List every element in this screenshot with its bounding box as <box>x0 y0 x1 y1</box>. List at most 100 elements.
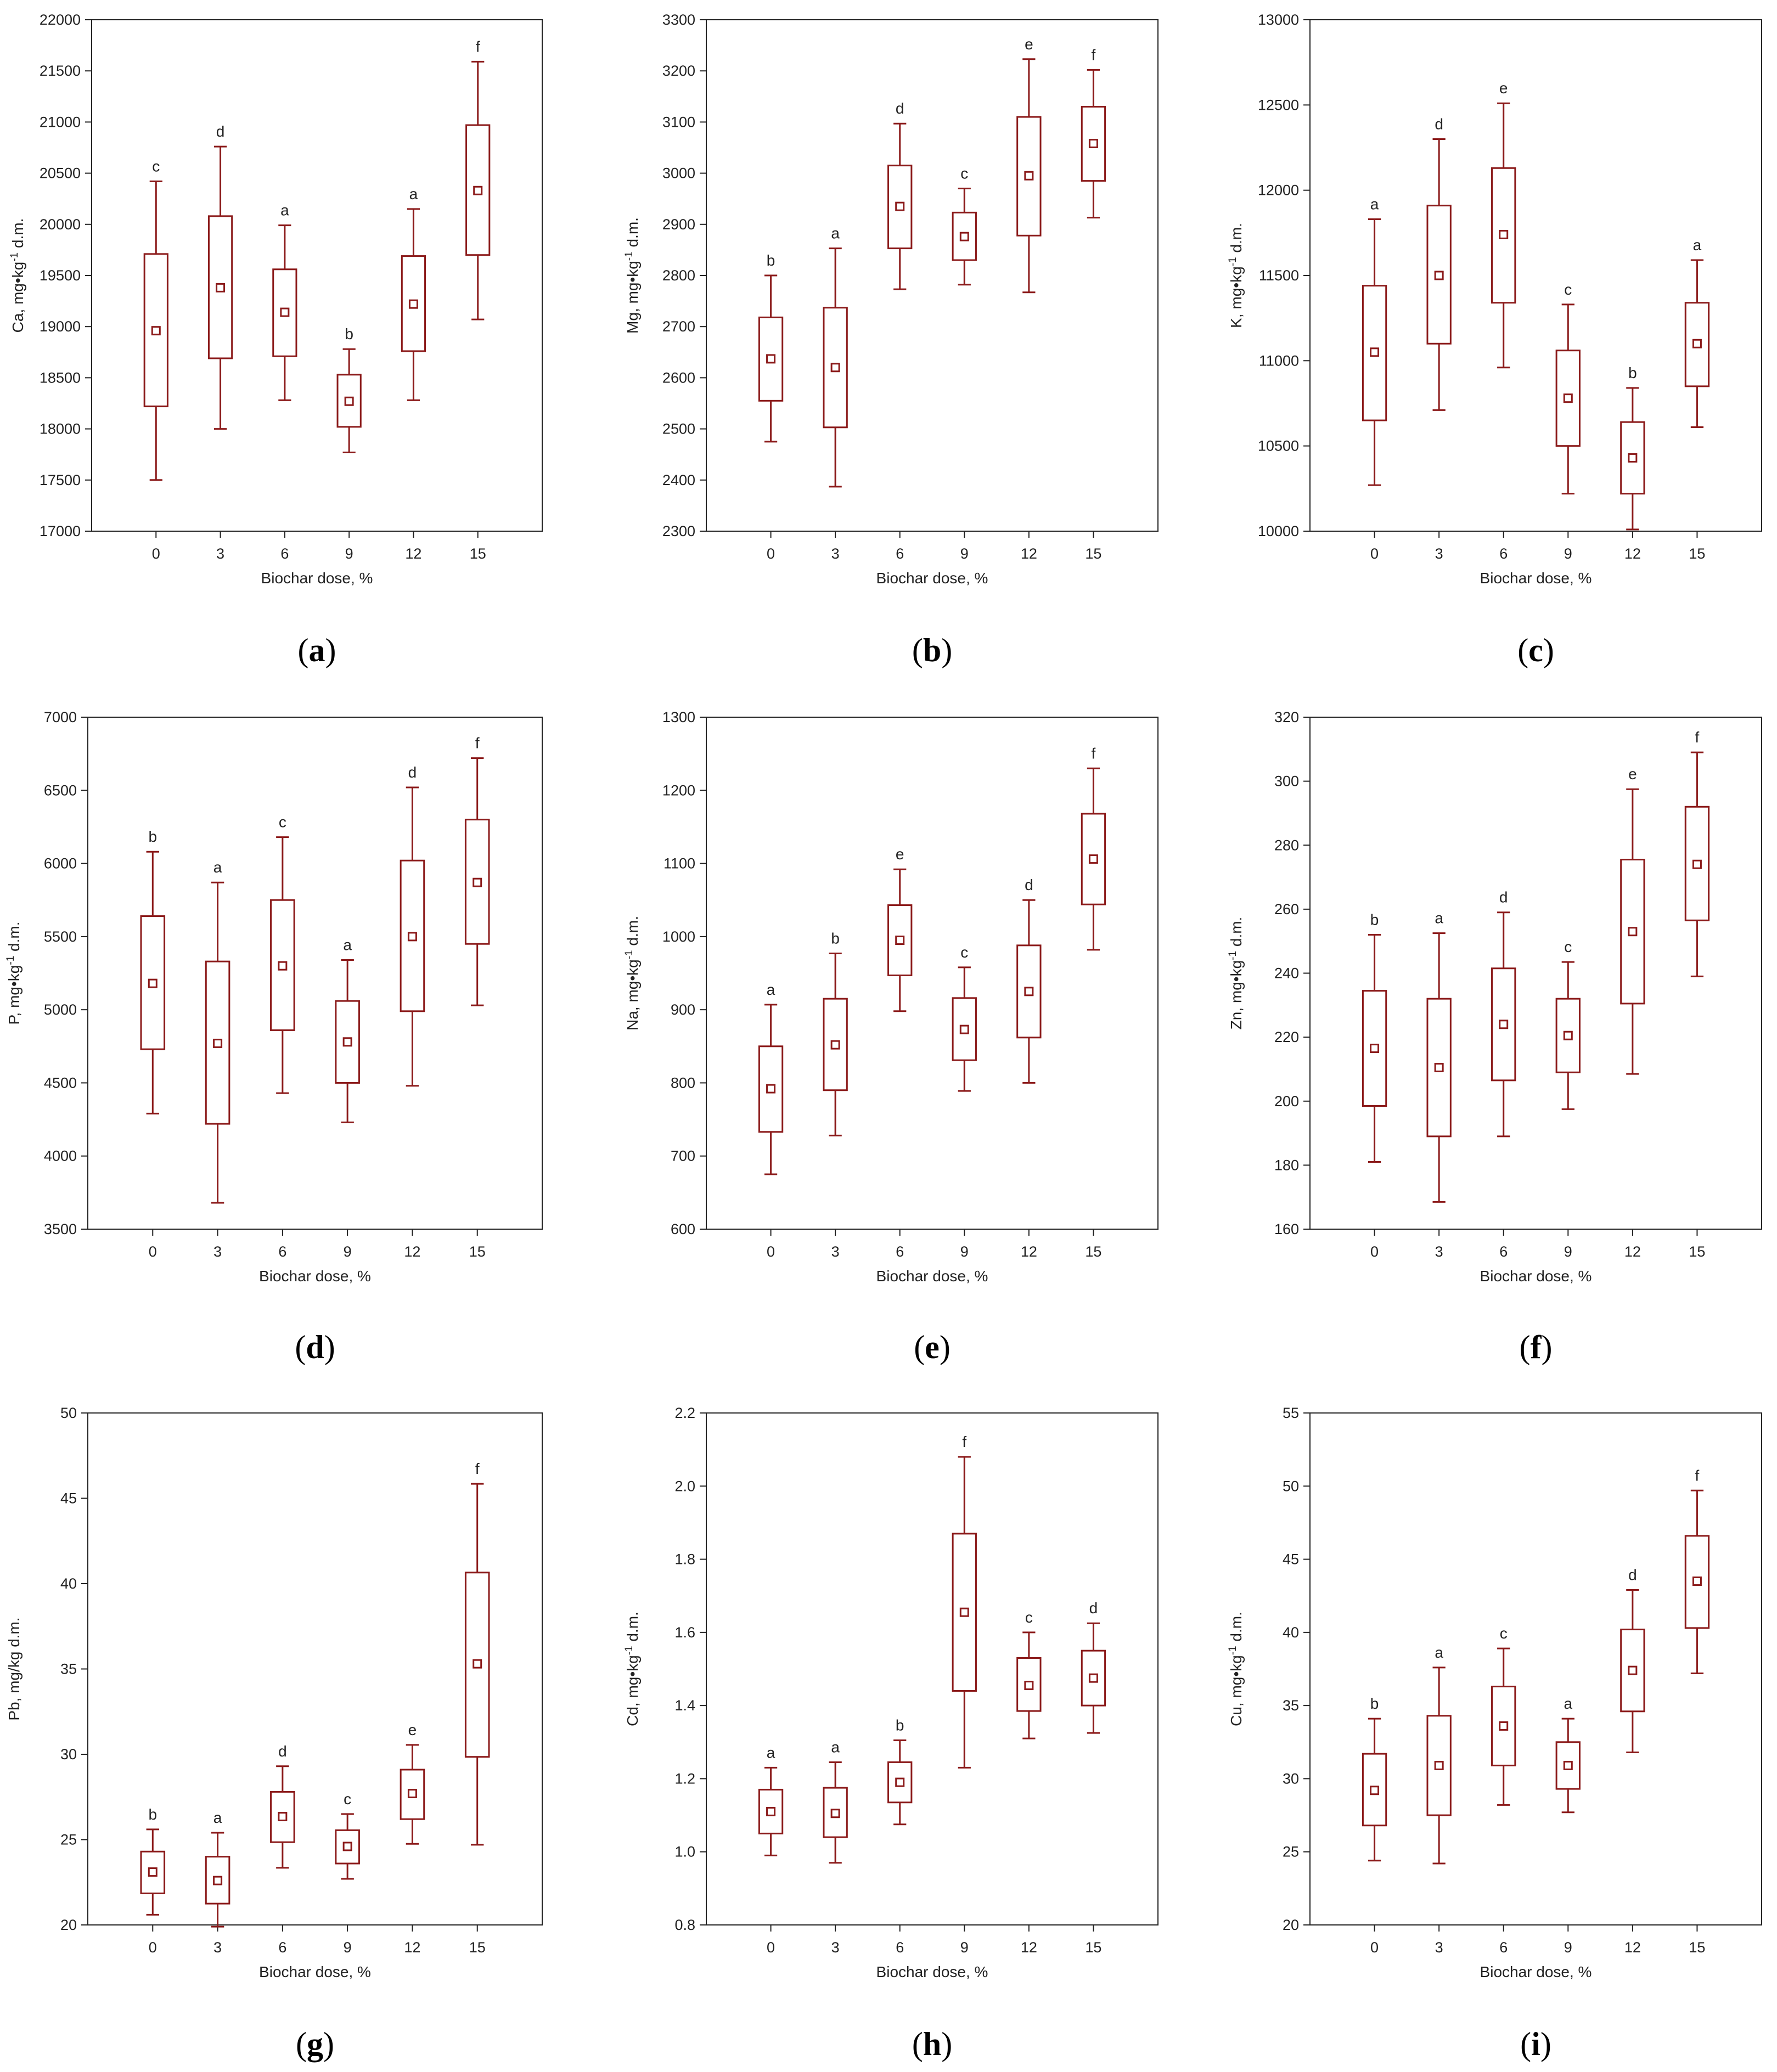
y-tick-label: 1.6 <box>674 1624 695 1641</box>
x-tick-label: 15 <box>1689 1243 1705 1260</box>
y-axis-label-superscript: -1 <box>1227 1646 1239 1655</box>
significance-letter: d <box>896 100 904 117</box>
median-marker <box>1692 859 1702 869</box>
box-3: a <box>823 1738 848 1864</box>
y-axis-label-superscript: -1 <box>1227 951 1239 960</box>
median-marker <box>1434 1760 1444 1770</box>
box-12: e <box>1016 36 1042 294</box>
x-tick-label: 3 <box>1435 1939 1443 1956</box>
panel-caption: (a) <box>298 632 336 668</box>
y-tick-label: 2900 <box>662 216 695 233</box>
x-tick-label: 12 <box>404 1939 420 1956</box>
box-6: b <box>887 1716 913 1826</box>
caption-open-paren: ( <box>912 2026 923 2062</box>
median-marker <box>1563 393 1573 403</box>
y-axis-label-tail: d.m. <box>624 217 641 251</box>
y-tick-label: 200 <box>1274 1093 1299 1110</box>
box-9: a <box>335 937 360 1123</box>
significance-letter: a <box>213 859 222 876</box>
box-0: b <box>1362 1695 1387 1862</box>
median-marker <box>278 961 288 971</box>
significance-letter: f <box>1695 1467 1700 1484</box>
significance-letter: a <box>767 1744 775 1761</box>
median-marker <box>830 1809 840 1818</box>
box-6: e <box>1491 80 1516 369</box>
box-12: d <box>1620 1567 1645 1753</box>
significance-letter: a <box>280 202 289 219</box>
panel-g: 20 25 30 35 40 45 50 0 3 6 9 12 15 Biochar dose, % Pb,… <box>5 1405 543 2062</box>
significance-letter: a <box>409 185 418 202</box>
x-tick-label: 6 <box>1499 545 1508 562</box>
median-marker <box>1692 339 1702 348</box>
median-marker <box>1692 1576 1702 1586</box>
box-9: a <box>1555 1695 1581 1814</box>
x-tick-label: 0 <box>1370 1939 1379 1956</box>
caption-letter: b <box>923 632 941 668</box>
x-tick-label: 3 <box>213 1939 222 1956</box>
significance-letter: a <box>1435 1644 1443 1661</box>
median-marker <box>1024 1680 1034 1690</box>
y-tick-label: 50 <box>60 1405 77 1421</box>
median-marker <box>280 307 290 317</box>
significance-letter: f <box>1092 745 1096 762</box>
significance-letter: c <box>960 165 968 182</box>
significance-letter: b <box>1628 364 1637 381</box>
x-tick-label: 6 <box>896 545 904 562</box>
median-marker <box>213 1876 223 1885</box>
panel-h: 0.8 1.0 1.2 1.4 1.6 1.8 2.0 2.2 0 3 6 9 12 15 Biochar … <box>623 1405 1159 2062</box>
y-axis-label-main: P, mg•kg <box>5 965 23 1025</box>
significance-letter: c <box>1564 938 1572 955</box>
box-6: d <box>270 1743 295 1869</box>
box-6: c <box>270 814 295 1094</box>
caption-close-paren: ) <box>325 632 336 668</box>
y-tick-label: 3100 <box>662 114 695 130</box>
y-tick-label: 20500 <box>40 165 81 182</box>
box-12: e <box>400 1721 425 1845</box>
y-tick-label: 18500 <box>40 369 81 386</box>
x-axis-label: Biochar dose, % <box>876 1268 988 1285</box>
y-tick-label: 1.0 <box>674 1844 695 1860</box>
box-15: f <box>1684 1467 1710 1674</box>
median-marker <box>1563 1760 1573 1770</box>
box-15: f <box>464 735 490 1006</box>
plot-frame <box>1309 717 1762 1230</box>
y-tick-label: 2.0 <box>674 1478 695 1494</box>
panel-d: 3500 4000 4500 5000 5500 6000 6500 7000 0 3 6 9 12 15… <box>5 709 543 1365</box>
y-tick-label: 160 <box>1274 1221 1299 1237</box>
y-axis-label-main: Ca, mg•kg <box>9 262 26 333</box>
y-axis-label-main: Zn, mg•kg <box>1228 960 1245 1030</box>
y-tick-label: 320 <box>1274 709 1299 725</box>
significance-letter: a <box>831 1738 840 1755</box>
y-tick-label: 11500 <box>1259 267 1299 284</box>
y-tick-label: 17500 <box>40 472 81 488</box>
x-tick-label: 12 <box>1624 545 1641 562</box>
plot-frame <box>87 717 543 1230</box>
significance-letter: b <box>1370 1695 1379 1712</box>
caption-open-paren: ( <box>298 632 309 668</box>
y-tick-label: 4500 <box>44 1074 77 1091</box>
significance-letter: f <box>962 1433 966 1450</box>
box-6: d <box>1491 889 1516 1138</box>
y-tick-label: 600 <box>671 1221 695 1237</box>
x-tick-label: 0 <box>1370 545 1379 562</box>
y-axis-label-tail: d.m. <box>624 1612 641 1646</box>
x-tick-label: 15 <box>470 545 486 562</box>
box-15: f <box>1081 46 1106 219</box>
box-0: b <box>1362 911 1387 1163</box>
y-tick-label: 2300 <box>662 523 695 539</box>
y-tick-label: 10000 <box>1258 523 1299 539</box>
x-tick-label: 12 <box>1021 545 1037 562</box>
plot-frame <box>1309 1412 1762 1925</box>
x-tick-label: 9 <box>960 1243 969 1260</box>
y-axis-label-main: Pb, mg/kg d.m. <box>5 1617 23 1720</box>
panel-caption: (g) <box>296 2026 334 2062</box>
y-tick-label: 19500 <box>40 267 81 284</box>
significance-letter: c <box>344 1791 351 1808</box>
significance-letter: c <box>1500 1625 1508 1642</box>
iqr-box <box>1620 421 1645 495</box>
x-tick-label: 9 <box>1564 1243 1572 1260</box>
box-3: a <box>823 225 848 488</box>
significance-letter: a <box>1693 237 1702 254</box>
x-tick-label: 9 <box>344 1243 352 1260</box>
y-tick-label: 19000 <box>40 318 81 335</box>
